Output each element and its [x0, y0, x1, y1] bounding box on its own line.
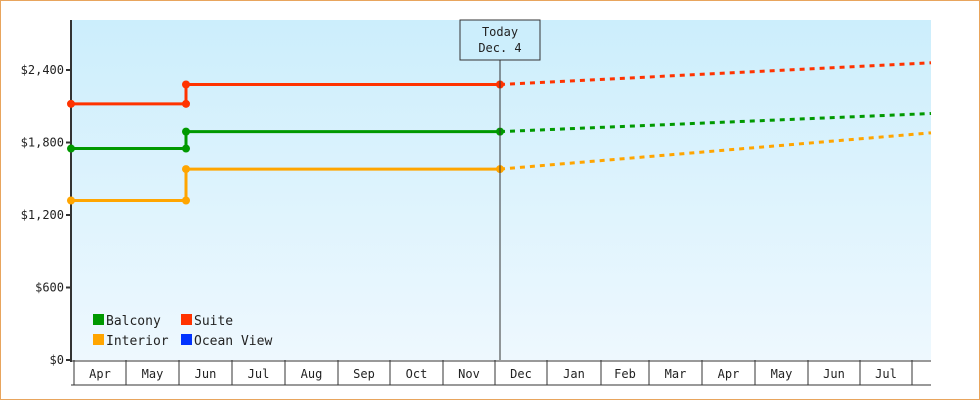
month-label: Apr — [89, 367, 111, 381]
legend-item-ocean-view[interactable]: Ocean View — [181, 334, 272, 349]
month-label: Dec — [510, 367, 532, 381]
legend-item-suite[interactable]: Suite — [181, 314, 233, 329]
month-label: Mar — [665, 367, 687, 381]
today-marker: Today Dec. 4 — [459, 19, 541, 360]
series-lines — [67, 61, 932, 205]
y-tick-label: $2,400 — [21, 63, 64, 77]
series-suite — [67, 61, 932, 108]
today-label: Today — [482, 25, 518, 39]
month-label: May — [142, 367, 164, 381]
y-tick-label: $1,200 — [21, 208, 64, 222]
x-axis: Apr May Jun Jul Aug Sep Oct Nov Dec Jan Feb Mar Apr M… — [71, 360, 931, 386]
legend-item-balcony[interactable]: Balcony — [93, 314, 161, 329]
legend-swatch — [93, 334, 104, 345]
legend-label: Interior — [106, 334, 169, 349]
legend: Balcony Suite Interior Ocean View — [93, 314, 272, 349]
today-date: Dec. 4 — [478, 41, 521, 55]
legend-swatch — [181, 314, 192, 325]
legend-label: Suite — [194, 314, 233, 329]
plot-area — [71, 20, 931, 360]
month-label: May — [771, 367, 793, 381]
legend-swatch — [181, 334, 192, 345]
y-tick-label: $600 — [35, 281, 64, 295]
month-label: Jan — [563, 367, 585, 381]
month-label: Oct — [406, 367, 428, 381]
legend-item-interior[interactable]: Interior — [93, 334, 169, 349]
today-annotation-box — [459, 19, 541, 61]
month-label: Jul — [248, 367, 270, 381]
month-label: Jun — [195, 367, 217, 381]
month-label: Jun — [823, 367, 845, 381]
y-tick-label: $0 — [50, 353, 64, 367]
month-label: Apr — [718, 367, 740, 381]
legend-label: Balcony — [106, 314, 161, 329]
month-label: Nov — [458, 367, 480, 381]
month-label: Feb — [614, 367, 636, 381]
y-axis: $0 $600 $1,200 $1,800 $2,400 — [21, 20, 72, 367]
legend-label: Ocean View — [194, 334, 272, 349]
month-label: Sep — [353, 367, 375, 381]
month-label: Aug — [301, 367, 323, 381]
month-label: Jul — [875, 367, 897, 381]
y-tick-label: $1,800 — [21, 136, 64, 150]
series-interior — [67, 131, 932, 205]
legend-swatch — [93, 314, 104, 325]
